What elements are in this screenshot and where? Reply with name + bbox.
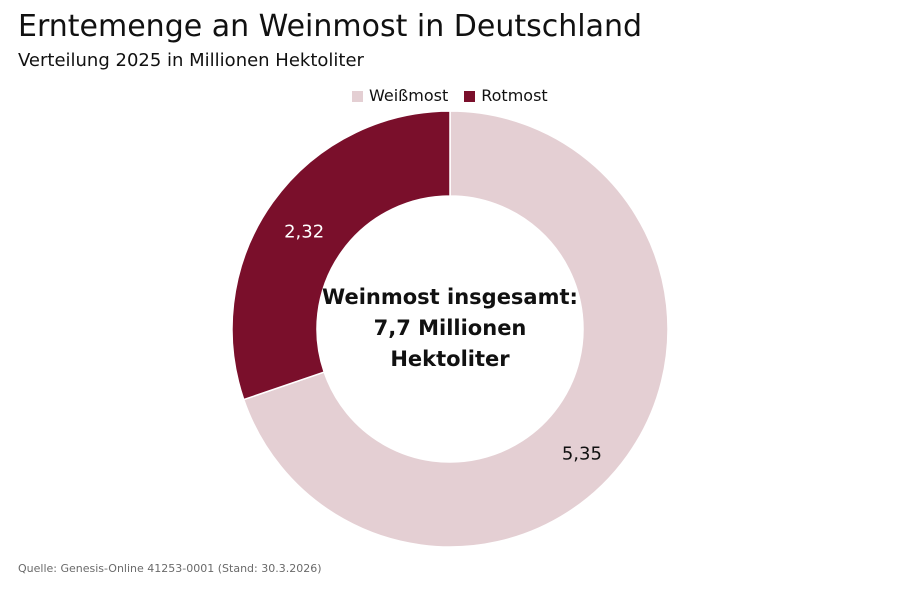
legend-swatch-rotmost <box>464 90 476 102</box>
donut-center-label: Weinmost insgesamt: 7,7 Millionen Hektol… <box>310 282 590 375</box>
donut-slice-rotmost <box>231 110 451 401</box>
legend-label-weissmost: Weißmost <box>369 86 449 105</box>
legend-item-rotmost: Rotmost <box>464 86 548 106</box>
center-label-line-3: Hektoliter <box>390 347 510 371</box>
donut-slice-weissmost <box>242 110 669 548</box>
legend-label-rotmost: Rotmost <box>481 86 548 105</box>
slice-value-label-rotmost: 2,32 <box>284 221 324 242</box>
chart-subtitle: Verteilung 2025 in Millionen Hektoliter <box>18 50 364 71</box>
center-label-line-2: 7,7 Millionen <box>373 316 527 340</box>
legend-swatch-weissmost <box>352 90 363 102</box>
chart-legend: Weißmost Rotmost <box>352 86 564 106</box>
slice-value-label-weissmost: 5,35 <box>562 443 602 464</box>
source-note: Quelle: Genesis-Online 41253-0001 (Stand… <box>18 562 322 575</box>
center-label-line-1: Weinmost insgesamt: <box>322 285 578 309</box>
legend-item-weissmost: Weißmost <box>352 86 448 106</box>
chart-title: Erntemenge an Weinmost in Deutschland <box>18 9 643 44</box>
